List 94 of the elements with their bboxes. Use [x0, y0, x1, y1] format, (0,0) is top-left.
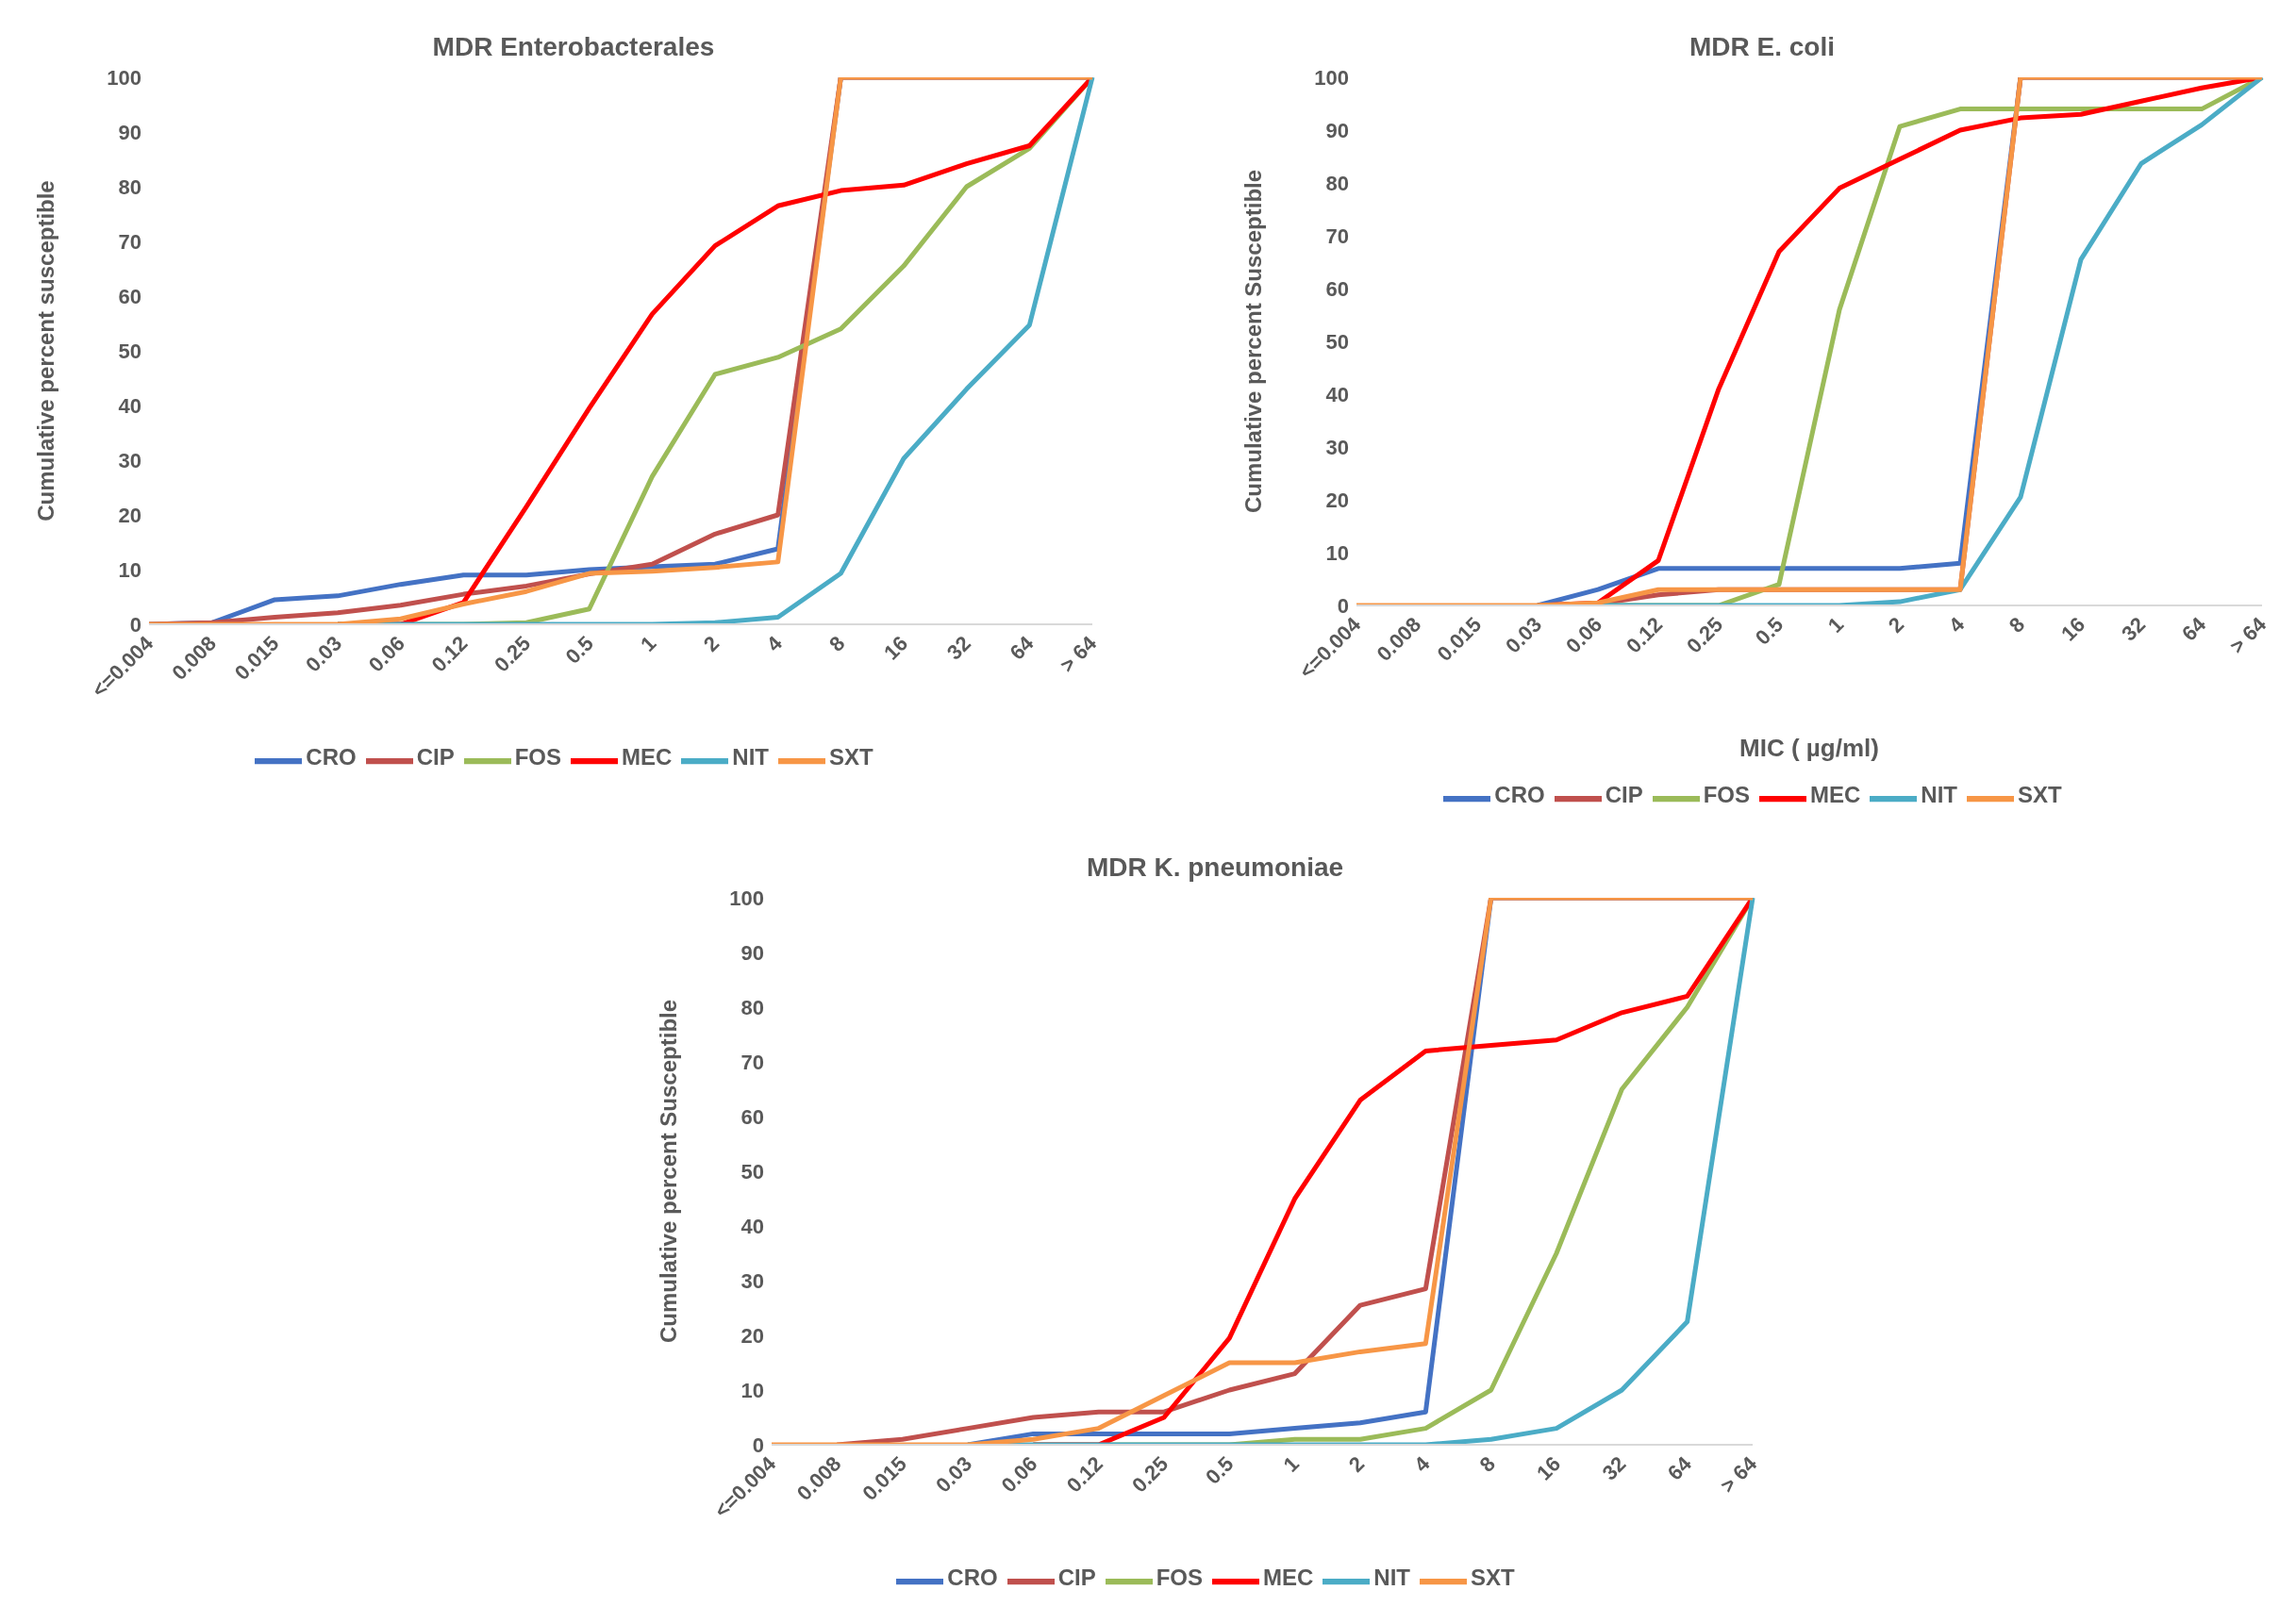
legend-label: MEC: [1263, 1564, 1314, 1590]
x-tick-label: 2: [1343, 1451, 1370, 1477]
legend-label: SXT: [2018, 781, 2062, 807]
x-tick-label: 0.12: [1061, 1451, 1107, 1498]
y-tick-label: 30: [118, 448, 141, 472]
x-tick-label: 0.5: [1750, 612, 1789, 650]
y-tick-label: 80: [1325, 171, 1349, 195]
y-tick-label: 0: [129, 612, 141, 637]
x-tick-label: 2: [698, 631, 724, 656]
x-axis-title: MIC ( µg/ml): [1739, 734, 1879, 762]
x-tick-label: 4: [1409, 1450, 1436, 1477]
chart-title: MDR Enterobacterales: [432, 32, 715, 61]
y-tick-label: 70: [740, 1050, 764, 1074]
y-tick-label: 90: [1325, 118, 1349, 142]
x-tick-label: 0.03: [301, 631, 347, 677]
x-tick-label: 8: [2004, 612, 2030, 638]
y-tick-label: 10: [1325, 540, 1349, 565]
y-tick-label: 60: [740, 1104, 764, 1129]
x-tick-label: 0.03: [931, 1451, 977, 1498]
y-tick-label: 0: [752, 1433, 764, 1457]
x-tick-label: 1: [1822, 612, 1849, 638]
x-tick-label: 0.03: [1501, 612, 1547, 658]
y-tick-label: 60: [118, 284, 141, 308]
y-tick-label: 30: [740, 1268, 764, 1293]
x-tick-label: 16: [879, 631, 913, 665]
x-tick-label: 32: [2117, 612, 2151, 646]
y-tick-label: 40: [1325, 382, 1349, 406]
legend-label: CRO: [1494, 781, 1545, 807]
y-tick-label: 100: [729, 886, 764, 910]
x-tick-label: 1: [1278, 1451, 1304, 1477]
y-tick-label: 20: [118, 503, 141, 527]
y-tick-label: 100: [107, 65, 141, 90]
y-tick-label: 50: [740, 1159, 764, 1184]
x-tick-label: 64: [1005, 630, 1040, 665]
chart-title: MDR K. pneumoniae: [1086, 853, 1344, 882]
y-axis-title: Cumulative percent susceptible: [32, 180, 58, 522]
x-tick-label: 0.5: [1201, 1451, 1239, 1489]
legend-label: MEC: [1810, 781, 1861, 807]
y-axis-title: Cumulative percent Susceptible: [655, 999, 681, 1344]
legend-label: FOS: [514, 743, 561, 770]
legend-label: NIT: [1921, 781, 1958, 807]
legend-label: NIT: [732, 743, 770, 770]
x-tick-label: 64: [2177, 611, 2211, 646]
x-tick-label: 4: [1943, 611, 1970, 638]
y-tick-label: 90: [740, 940, 764, 965]
x-tick-label: 0.06: [996, 1451, 1042, 1498]
legend-label: MEC: [622, 743, 673, 770]
y-axis-title: Cumulative percent Susceptible: [1240, 169, 1266, 514]
legend-label: CIP: [416, 743, 455, 770]
x-tick-label: 2: [1883, 612, 1909, 638]
x-tick-label: 8: [1474, 1451, 1500, 1477]
y-tick-label: 20: [1325, 488, 1349, 512]
legend-label: CRO: [306, 743, 357, 770]
x-tick-label: 0.12: [1622, 612, 1668, 658]
legend-label: FOS: [1703, 781, 1750, 807]
chart-title: MDR E. coli: [1689, 32, 1835, 61]
y-tick-label: 70: [1325, 224, 1349, 248]
legend-label: FOS: [1156, 1564, 1203, 1590]
y-tick-label: 70: [118, 229, 141, 254]
x-tick-label: > 64: [1715, 1450, 1762, 1498]
y-tick-label: 50: [1325, 329, 1349, 354]
x-tick-label: 4: [761, 630, 788, 656]
y-tick-label: 80: [118, 174, 141, 199]
x-tick-label: 1: [636, 631, 661, 656]
x-tick-label: 32: [1597, 1451, 1631, 1485]
y-tick-label: 90: [118, 120, 141, 144]
x-tick-label: 0.06: [363, 631, 409, 677]
y-tick-label: 80: [740, 995, 764, 1019]
legend-label: SXT: [829, 743, 873, 770]
legend-label: CIP: [1605, 781, 1643, 807]
legend-label: CRO: [947, 1564, 998, 1590]
y-tick-label: 0: [1337, 593, 1349, 618]
y-tick-label: 60: [1325, 276, 1349, 301]
x-tick-label: 64: [1662, 1450, 1697, 1485]
y-tick-label: 10: [740, 1378, 764, 1402]
x-tick-label: 16: [2056, 612, 2090, 646]
x-tick-label: 0.06: [1561, 612, 1607, 658]
x-tick-label: 32: [941, 631, 975, 665]
x-tick-label: 8: [824, 631, 850, 656]
y-tick-label: 30: [1325, 435, 1349, 459]
y-tick-label: 100: [1314, 65, 1349, 90]
legend-label: NIT: [1373, 1564, 1411, 1590]
y-tick-label: 20: [740, 1323, 764, 1348]
legend-label: SXT: [1471, 1564, 1515, 1590]
y-tick-label: 50: [118, 339, 141, 363]
x-tick-label: > 64: [2224, 611, 2271, 658]
x-tick-label: > 64: [1055, 630, 1102, 677]
y-tick-label: 40: [740, 1214, 764, 1238]
y-tick-label: 40: [118, 393, 141, 418]
x-tick-label: 0.5: [560, 631, 598, 669]
legend-label: CIP: [1057, 1564, 1096, 1590]
x-tick-label: 16: [1532, 1451, 1566, 1485]
x-tick-label: 0.12: [426, 631, 473, 677]
y-tick-label: 10: [118, 557, 141, 582]
